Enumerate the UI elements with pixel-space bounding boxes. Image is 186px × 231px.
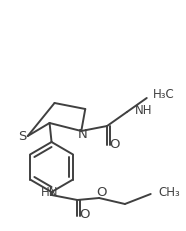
- Text: CH₃: CH₃: [159, 185, 180, 198]
- Text: S: S: [19, 130, 27, 143]
- Text: N: N: [77, 128, 87, 142]
- Text: H₃C: H₃C: [153, 88, 174, 100]
- Text: HN: HN: [41, 185, 58, 198]
- Text: O: O: [96, 185, 106, 198]
- Text: O: O: [79, 209, 89, 222]
- Text: O: O: [109, 139, 119, 152]
- Text: NH: NH: [135, 103, 152, 116]
